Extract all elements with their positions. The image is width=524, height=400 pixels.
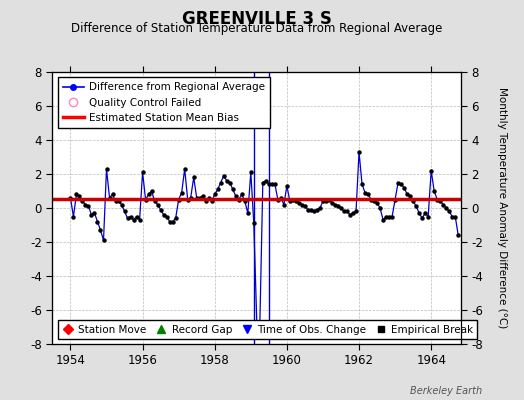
Legend: Station Move, Record Gap, Time of Obs. Change, Empirical Break: Station Move, Record Gap, Time of Obs. C… — [58, 320, 477, 339]
Text: GREENVILLE 3 S: GREENVILLE 3 S — [182, 10, 332, 28]
Text: Difference of Station Temperature Data from Regional Average: Difference of Station Temperature Data f… — [71, 22, 442, 35]
Y-axis label: Monthly Temperature Anomaly Difference (°C): Monthly Temperature Anomaly Difference (… — [497, 87, 507, 329]
Text: Berkeley Earth: Berkeley Earth — [410, 386, 482, 396]
